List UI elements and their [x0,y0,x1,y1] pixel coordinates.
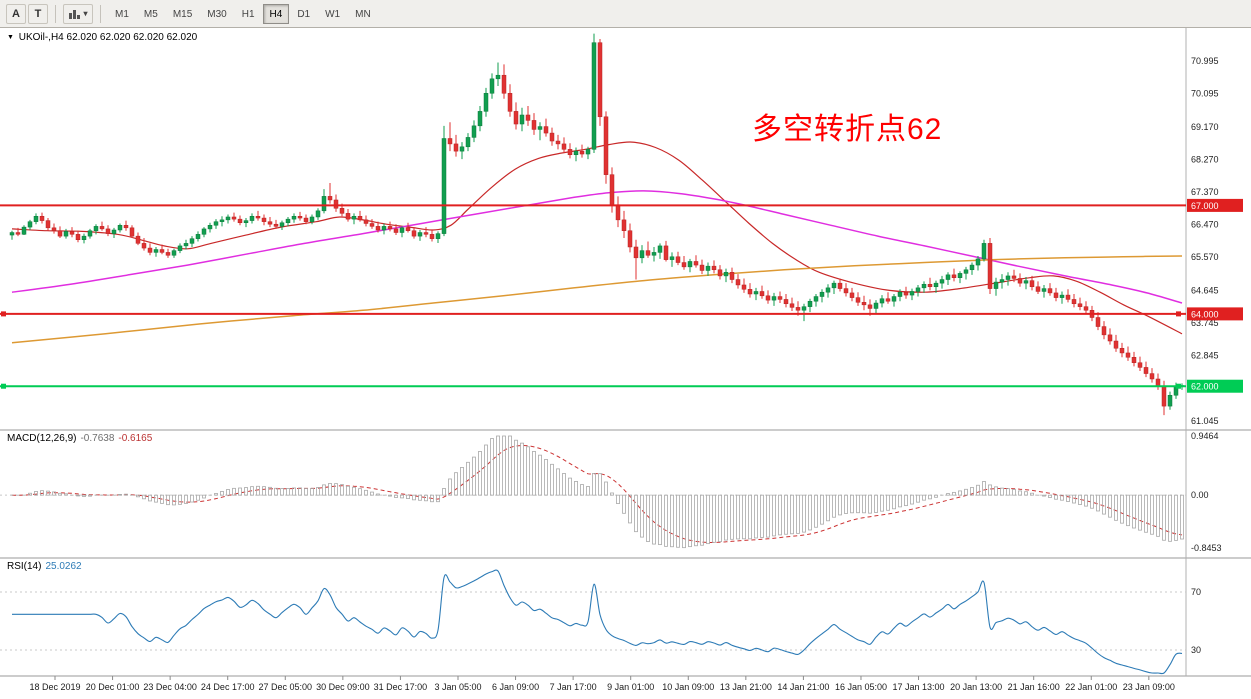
svg-text:64.000: 64.000 [1191,309,1219,319]
svg-text:14 Jan 21:00: 14 Jan 21:00 [777,682,829,692]
price-axis[interactable]: 70.995 70.095 69.170 68.270 67.370 66.470 65.5… [1187,56,1243,426]
svg-text:63.745: 63.745 [1191,318,1219,328]
svg-text:64.645: 64.645 [1191,286,1219,296]
ma-slow-orange [11,255,1183,344]
time-axis[interactable]: 18 Dec 2019 20 Dec 01:00 23 Dec 04:00 24 De… [29,676,1175,692]
symbol-label: ▼ UKOil-,H4 62.020 62.020 62.020 62.020 [7,32,197,43]
svg-text:67.000: 67.000 [1191,201,1219,211]
svg-text:21 Jan 16:00: 21 Jan 16:00 [1008,682,1060,692]
svg-text:20 Dec 01:00: 20 Dec 01:00 [86,682,140,692]
svg-text:7 Jan 17:00: 7 Jan 17:00 [550,682,597,692]
chart-options-dropdown[interactable]: ▾ [63,3,93,24]
panel-frame [0,28,1251,677]
svg-text:31 Dec 17:00: 31 Dec 17:00 [374,682,428,692]
svg-text:23 Dec 04:00: 23 Dec 04:00 [143,682,197,692]
svg-text:13 Jan 21:00: 13 Jan 21:00 [720,682,772,692]
price-badge-67.000 [1187,198,1243,212]
svg-text:69.170: 69.170 [1191,122,1219,132]
text-tool-button[interactable]: T [28,3,48,24]
hline-62.000[interactable] [0,383,1186,389]
rsi-line [12,569,1183,675]
chevron-down-icon: ▾ [83,9,88,18]
macd-indicator-label: MACD(12,26,9) -0.7638 -0.6165 [7,433,152,444]
macd-signal-line [12,444,1183,543]
toolbar-separator [100,4,101,23]
timeframe-button-h1[interactable]: H1 [235,4,262,24]
svg-text:17 Jan 13:00: 17 Jan 13:00 [893,682,945,692]
triangle-down-icon: ▼ [7,34,14,41]
svg-text:22 Jan 01:00: 22 Jan 01:00 [1065,682,1117,692]
svg-text:62.845: 62.845 [1191,351,1219,361]
svg-text:16 Jan 05:00: 16 Jan 05:00 [835,682,887,692]
svg-text:68.270: 68.270 [1191,154,1219,164]
toolbar: A T ▾ M1 M5 M15 M30 H1 H4 D1 W1 MN [0,0,1251,28]
svg-text:-0.8453: -0.8453 [1191,543,1222,553]
ma-mid-magenta [11,190,1183,304]
macd-main-value: -0.7638 [80,433,115,444]
svg-text:66.470: 66.470 [1191,220,1219,230]
chart-canvas[interactable]: 70.995 70.095 69.170 68.270 67.370 66.470 65.5… [0,28,1251,699]
ohlc-values: 62.020 62.020 62.020 62.020 [66,32,198,43]
svg-text:0.00: 0.00 [1191,490,1209,500]
price-badge-62.000 [1187,379,1243,393]
timeframe-button-h4[interactable]: H4 [262,3,290,24]
macd-histogram [10,435,1184,549]
svg-text:3 Jan 05:00: 3 Jan 05:00 [434,682,481,692]
annotation-text[interactable]: 多空转折点62 [752,113,943,146]
macd-name: MACD(12,26,9) [7,433,77,444]
svg-text:18 Dec 2019: 18 Dec 2019 [29,682,80,692]
price-badge-64.000 [1187,307,1243,321]
ma-fast-red [11,141,1183,335]
svg-text:20 Jan 13:00: 20 Jan 13:00 [950,682,1002,692]
svg-text:30: 30 [1191,645,1201,655]
svg-text:6 Jan 09:00: 6 Jan 09:00 [492,682,539,692]
bar-chart-icon [69,9,81,19]
timeframe-button-m15[interactable]: M15 [166,4,199,24]
macd-axis[interactable]: 0.9464 0.00 -0.8453 [1191,431,1222,553]
rsi-panel [0,569,1186,675]
rsi-value: 25.0262 [45,561,82,572]
svg-text:24 Dec 17:00: 24 Dec 17:00 [201,682,255,692]
svg-text:70.995: 70.995 [1191,56,1219,66]
rsi-axis[interactable]: 70 30 [1191,587,1201,655]
candles [9,33,1185,416]
timeframe-button-m30[interactable]: M30 [200,4,233,24]
svg-text:70.095: 70.095 [1191,88,1219,98]
svg-text:61.045: 61.045 [1191,416,1219,426]
timeframe-button-mn[interactable]: MN [348,4,378,24]
svg-text:62.000: 62.000 [1191,382,1219,392]
pointer-tool-button[interactable]: A [6,3,26,24]
timeframe-button-m5[interactable]: M5 [137,4,165,24]
svg-text:10 Jan 09:00: 10 Jan 09:00 [662,682,714,692]
svg-text:67.370: 67.370 [1191,187,1219,197]
macd-panel [0,444,1186,543]
timeframe-button-m1[interactable]: M1 [108,4,136,24]
timeframe-button-w1[interactable]: W1 [318,4,347,24]
rsi-indicator-label: RSI(14) 25.0262 [7,561,82,572]
hline-64.000[interactable] [0,311,1186,317]
svg-text:23 Jan 09:00: 23 Jan 09:00 [1123,682,1175,692]
svg-text:9 Jan 01:00: 9 Jan 01:00 [607,682,654,692]
chart-area: 70.995 70.095 69.170 68.270 67.370 66.470 65.5… [0,28,1251,699]
svg-text:30 Dec 09:00: 30 Dec 09:00 [316,682,370,692]
timeframe-toolbar: M1 M5 M15 M30 H1 H4 D1 W1 MN [108,3,378,24]
svg-text:27 Dec 05:00: 27 Dec 05:00 [259,682,313,692]
svg-text:70: 70 [1191,587,1201,597]
toolbar-separator [55,4,56,23]
macd-signal-value: -0.6165 [118,433,153,444]
timeframe-button-d1[interactable]: D1 [290,4,317,24]
rsi-name: RSI(14) [7,561,42,572]
svg-text:0.9464: 0.9464 [1191,431,1219,441]
symbol-name: UKOil-,H4 [18,32,64,43]
moving-averages [11,141,1183,344]
svg-text:65.570: 65.570 [1191,252,1219,262]
